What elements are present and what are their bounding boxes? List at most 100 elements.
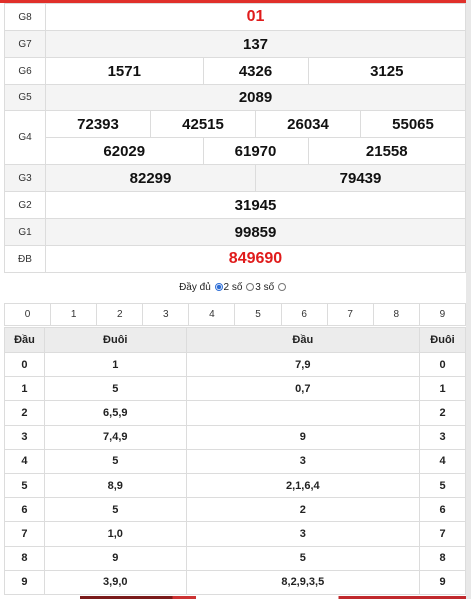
- loto-row: 3 7,4,9 9 3: [4, 424, 466, 450]
- prize-label: G7: [4, 30, 46, 58]
- loto-head: 7: [4, 521, 45, 547]
- loto-row: 2 6,5,9 2: [4, 400, 466, 426]
- loto-tails: 5: [43, 448, 187, 474]
- digit-selector: 0 1 2 3 4 5 6 7 8 9: [3, 303, 467, 326]
- loto-row: 9 3,9,0 8,2,9,3,5 9: [4, 569, 466, 595]
- loto-head: 6: [4, 497, 45, 523]
- prize-number: 3125: [307, 57, 466, 85]
- prize-label: G5: [4, 84, 46, 111]
- loto-tail: 0: [419, 351, 466, 378]
- right-scroll-edge: [466, 0, 471, 599]
- bottom-banner-edge: [80, 596, 466, 599]
- digit-button[interactable]: 0: [3, 303, 52, 326]
- loto-tail: 2: [419, 400, 466, 426]
- filter-two-label: 2 số: [223, 282, 243, 293]
- loto-row: 5 8,9 2,1,6,4 5: [4, 472, 466, 499]
- digit-button[interactable]: 6: [280, 303, 328, 326]
- digit-button[interactable]: 2: [96, 303, 144, 326]
- loto-head: 5: [4, 472, 45, 499]
- prize-number: 1571: [45, 57, 204, 85]
- loto-head: 2: [4, 400, 45, 426]
- prize-label: G6: [4, 57, 46, 85]
- radio-full[interactable]: [277, 283, 286, 291]
- prize-row-g4: G4 72393 42515 26034 55065: [4, 110, 466, 165]
- loto-head: 1: [4, 376, 45, 402]
- prize-row-g1: G1 99859: [4, 218, 466, 246]
- prize-table: G8 01 G7 137 G6 1571 4326 3125 G5 2089 G…: [4, 3, 466, 273]
- prize-number: 137: [45, 30, 466, 58]
- digit-button[interactable]: 7: [326, 303, 374, 326]
- digit-button[interactable]: 5: [234, 303, 282, 326]
- loto-heads: [185, 400, 421, 426]
- prize-label: G8: [4, 3, 46, 31]
- loto-table: Đầu Đuôi Đầu Đuôi 0 1 7,9 0 1 5 0,7 1 2 6,5,9 2 …: [4, 327, 466, 595]
- prize-number: 42515: [150, 110, 256, 138]
- loto-tails: 8,9: [43, 472, 187, 499]
- loto-tail: 7: [419, 521, 466, 547]
- filter-full-label: Đầy đủ: [179, 282, 211, 293]
- loto-tail: 6: [419, 497, 466, 523]
- prize-number: 99859: [45, 218, 466, 246]
- loto-tails: 3,9,0: [43, 569, 187, 595]
- loto-row: 1 5 0,7 1: [4, 376, 466, 402]
- prize-number: 01: [45, 3, 466, 31]
- loto-header-row: Đầu Đuôi Đầu Đuôi: [4, 327, 466, 353]
- loto-head: 8: [4, 545, 45, 571]
- header-tails: Đuôi: [43, 327, 187, 353]
- loto-tails: 5: [43, 376, 187, 402]
- loto-tails: 6,5,9: [43, 400, 187, 426]
- prize-number: 2089: [45, 84, 466, 111]
- prize-row-g2: G2 31945: [4, 191, 466, 219]
- digit-button[interactable]: 1: [50, 303, 98, 326]
- loto-head: 4: [4, 448, 45, 474]
- loto-heads: 3: [185, 448, 421, 474]
- digit-button[interactable]: 4: [188, 303, 236, 326]
- prize-row-g6: G6 1571 4326 3125: [4, 57, 466, 85]
- loto-head: 3: [4, 424, 45, 450]
- loto-row: 0 1 7,9 0: [4, 351, 466, 378]
- filter-three-label: 3 số: [255, 282, 275, 293]
- loto-heads: 3: [185, 521, 421, 547]
- prize-number: 26034: [255, 110, 361, 138]
- prize-number: 21558: [307, 137, 466, 165]
- loto-heads: 5: [185, 545, 421, 571]
- loto-heads: 9: [185, 424, 421, 450]
- prize-number: 61970: [202, 137, 309, 165]
- prize-label: ĐB: [4, 245, 46, 273]
- prize-number: 62029: [45, 137, 204, 165]
- prize-number: 4326: [202, 57, 309, 85]
- prize-row-g7: G7 137: [4, 30, 466, 58]
- prize-row-g4-second: 62029 61970 21558: [5, 137, 466, 165]
- digit-button[interactable]: 9: [418, 303, 467, 326]
- loto-tails: 7,4,9: [43, 424, 187, 450]
- prize-label: G4: [4, 110, 46, 165]
- radio-two-digits[interactable]: [214, 283, 223, 291]
- prize-row-special: ĐB 849690: [4, 245, 466, 273]
- digit-button[interactable]: 8: [372, 303, 420, 326]
- loto-head: 0: [4, 351, 45, 378]
- loto-tail: 9: [419, 569, 466, 595]
- loto-tail: 5: [419, 472, 466, 499]
- top-accent-bar: [0, 0, 471, 3]
- loto-heads: 8,2,9,3,5: [185, 569, 421, 595]
- radio-three-digits[interactable]: [246, 283, 255, 291]
- loto-tail: 1: [419, 376, 466, 402]
- prize-label: G3: [4, 164, 46, 192]
- prize-number: 79439: [255, 164, 466, 192]
- loto-heads: 2: [185, 497, 421, 523]
- prize-number: 31945: [45, 191, 466, 219]
- loto-head: 9: [4, 569, 45, 595]
- loto-tails: 1: [43, 351, 187, 378]
- loto-tails: 9: [43, 545, 187, 571]
- loto-heads: 2,1,6,4: [185, 472, 421, 499]
- loto-heads: 7,9: [185, 351, 421, 378]
- digit-button[interactable]: 3: [142, 303, 190, 326]
- digit-filter: Đầy đủ 2 số 3 số: [0, 282, 466, 293]
- prize-row-g3: G3 82299 79439: [4, 164, 466, 192]
- prize-row-g8: G8 01: [4, 3, 466, 31]
- header-tail: Đuôi: [419, 327, 466, 353]
- header-head: Đầu: [4, 327, 45, 353]
